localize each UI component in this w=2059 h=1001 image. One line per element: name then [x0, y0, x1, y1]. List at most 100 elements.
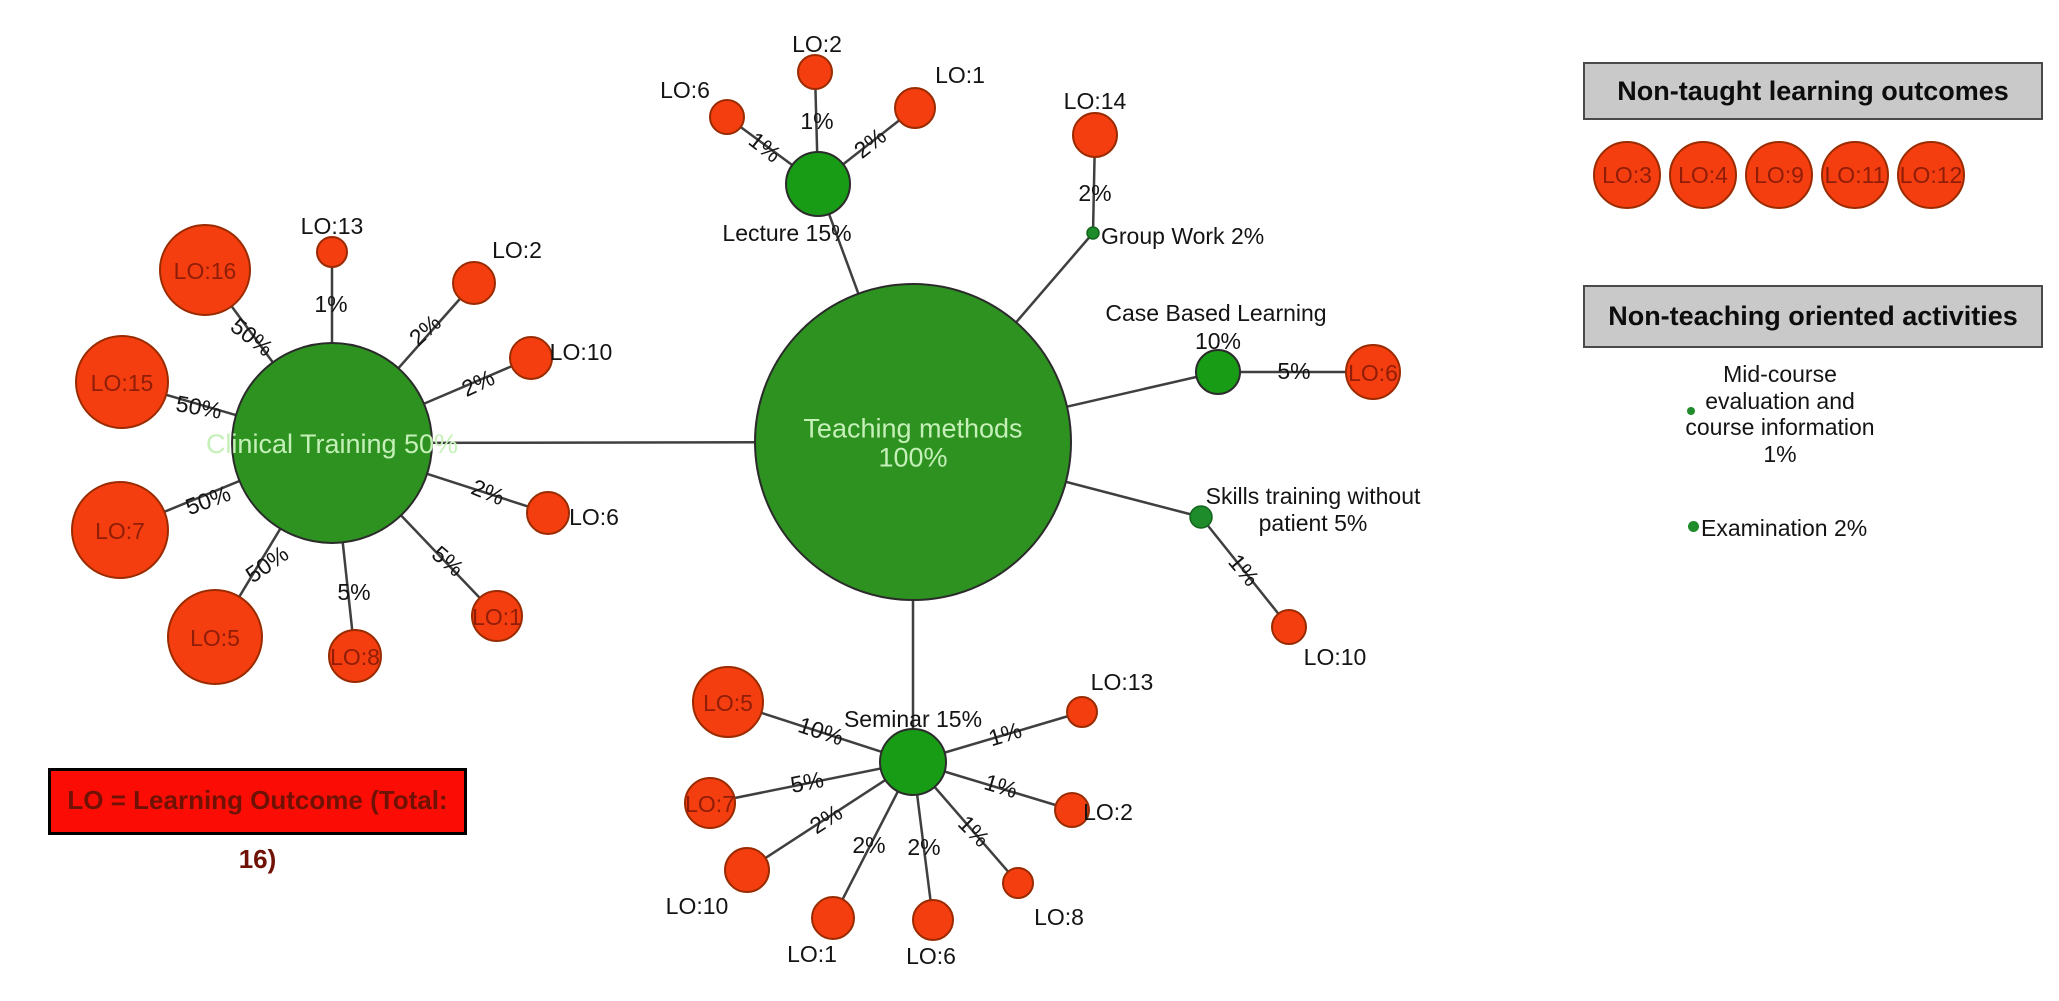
node-label-c-lo10: LO:10 — [550, 339, 613, 365]
node-se-lo1-circle — [811, 896, 855, 940]
edge-label-cbl-cbl-lo6: 5% — [1277, 358, 1310, 384]
edge-label-clinical-c-lo13: 1% — [314, 291, 347, 317]
edge-label-clinical-c-lo10: 2% — [457, 364, 498, 402]
node-c-lo8-circle — [328, 629, 382, 683]
edge-label-clinical-c-lo2: 2% — [404, 309, 446, 351]
midcourse-line: evaluation and — [1705, 387, 1855, 414]
node-label-se-lo5: LO:5 — [703, 690, 753, 716]
node-label-s-lo10: LO:10 — [1304, 644, 1367, 670]
non-taught-outcomes-row: LO:3 LO:4 LO:9 LO:11 LO:12 — [1593, 141, 1965, 209]
node-label-c-lo5: LO:5 — [190, 625, 240, 651]
edge-label-clinical-c-lo16: 50% — [226, 313, 278, 362]
node-label-groupwork: Group Work 2% — [1101, 223, 1264, 249]
node-se-lo2-circle — [1054, 792, 1090, 828]
node-teaching-circle — [754, 283, 1072, 601]
node-cbl-circle — [1195, 349, 1241, 395]
edge-label-seminar-se-lo1: 2% — [852, 832, 885, 858]
node-label-c-lo15: LO:15 — [91, 370, 154, 396]
node-label-seminar: Seminar 15% — [844, 706, 982, 732]
midcourse-line: 1% — [1763, 440, 1797, 467]
node-se-lo8-circle — [1002, 867, 1034, 899]
node-groupwork-circle — [1086, 226, 1100, 240]
node-clinical-circle — [231, 342, 433, 544]
node-se-lo10-circle — [724, 847, 770, 893]
edge-label-clinical-c-lo6: 2% — [468, 474, 509, 511]
node-c-lo2-circle — [452, 261, 496, 305]
node-label-skills-0: Skills training without — [1206, 483, 1421, 509]
edge-label-groupwork-g-lo14: 2% — [1078, 180, 1111, 206]
non-taught-lo-circle: LO:12 — [1897, 141, 1965, 209]
node-c-lo15-circle — [75, 335, 169, 429]
edge-label-clinical-c-lo7: 50% — [182, 480, 234, 520]
node-c-lo7-circle — [71, 481, 169, 579]
node-label-se-lo13: LO:13 — [1091, 669, 1154, 695]
node-label-se-lo6: LO:6 — [906, 943, 956, 969]
edge-label-lecture-l-lo1: 2% — [849, 123, 891, 164]
node-c-lo13-circle — [316, 236, 348, 268]
examination-dot-icon — [1688, 521, 1699, 532]
node-label-se-lo2: LO:2 — [1083, 799, 1133, 825]
edge-label-seminar-se-lo6: 2% — [907, 834, 940, 860]
examination-label: Examination 2% — [1701, 515, 1868, 541]
node-se-lo5-circle — [692, 666, 764, 738]
node-c-lo1-circle — [471, 590, 523, 642]
node-cbl-lo6-circle — [1345, 344, 1401, 400]
node-c-lo5-circle — [167, 589, 263, 685]
node-label-l-lo1: LO:1 — [935, 62, 985, 88]
node-label-c-lo8: LO:8 — [330, 644, 380, 670]
node-lecture-circle — [785, 151, 851, 217]
edge-label-seminar-se-lo2: 1% — [981, 769, 1020, 804]
edge-label-seminar-se-lo13: 1% — [985, 717, 1024, 752]
node-seminar-circle — [879, 728, 947, 796]
non-taught-lo-circle: LO:9 — [1745, 141, 1813, 209]
midcourse-dot-icon — [1687, 407, 1695, 415]
edge-label-seminar-se-lo5: 10% — [795, 712, 847, 751]
node-label-c-lo6: LO:6 — [569, 504, 619, 530]
node-se-lo6-circle — [912, 899, 954, 941]
node-l-lo1-circle — [894, 87, 936, 129]
node-label-c-lo1: LO:1 — [472, 604, 522, 630]
lo-legend-box: LO = Learning Outcome (Total: 16) — [48, 768, 467, 874]
node-label-cbl-0: Case Based Learning — [1105, 300, 1326, 326]
edge-label-skills-s-lo10: 1% — [1223, 549, 1264, 591]
node-label-c-lo13: LO:13 — [301, 213, 364, 239]
midcourse-line: Mid-course — [1723, 361, 1837, 387]
node-l-lo2-circle — [797, 54, 833, 90]
node-label-lecture: Lecture 15% — [722, 220, 851, 246]
node-s-lo10-circle — [1271, 609, 1307, 645]
node-l-lo6-circle — [709, 99, 745, 135]
node-skills-circle — [1189, 505, 1213, 529]
node-label-teaching: Teaching methods — [803, 414, 1022, 444]
node-label-c-lo7: LO:7 — [95, 518, 145, 544]
node-label-se-lo1: LO:1 — [787, 941, 837, 967]
edge-label-clinical-c-lo1: 5% — [427, 540, 469, 581]
node-se-lo7-circle — [684, 777, 736, 829]
non-taught-lo-circle: LO:11 — [1821, 141, 1889, 209]
node-label-l-lo2: LO:2 — [792, 31, 842, 57]
node-se-lo13-circle — [1066, 696, 1098, 728]
edge-label-clinical-c-lo8: 5% — [337, 579, 370, 605]
node-label-c-lo16: LO:16 — [174, 258, 237, 284]
node-label-g-lo14: LO:14 — [1064, 88, 1127, 114]
node-label-skills-1: patient 5% — [1259, 510, 1368, 536]
node-g-lo14-circle — [1072, 112, 1118, 158]
edge-seminar-se-lo7 — [709, 760, 914, 805]
edge-label-clinical-c-lo15: 50% — [174, 390, 224, 424]
node-label-cbl-lo6: LO:6 — [1348, 360, 1398, 386]
non-taught-outcomes-header: Non-taught learning outcomes — [1583, 62, 2043, 120]
node-label-clinical: Clinical Training 50% — [206, 429, 458, 459]
edge-label-seminar-se-lo7: 5% — [788, 766, 826, 798]
edge-label-lecture-l-lo2: 1% — [800, 108, 833, 134]
non-teaching-activities-header: Non-teaching oriented activities — [1583, 285, 2043, 348]
node-label-c-lo2: LO:2 — [492, 237, 542, 263]
node-c-lo16-circle — [159, 224, 251, 316]
node-label-se-lo8: LO:8 — [1034, 904, 1084, 930]
edge-label-seminar-se-lo10: 2% — [805, 799, 847, 839]
node-label-se-lo10: LO:10 — [666, 893, 729, 919]
midcourse-line: course information — [1685, 414, 1875, 440]
node-c-lo6-circle — [526, 491, 570, 535]
node-label-teaching: 100% — [878, 443, 947, 473]
node-label-l-lo6: LO:6 — [660, 77, 710, 103]
node-label-se-lo7: LO:7 — [685, 791, 735, 817]
